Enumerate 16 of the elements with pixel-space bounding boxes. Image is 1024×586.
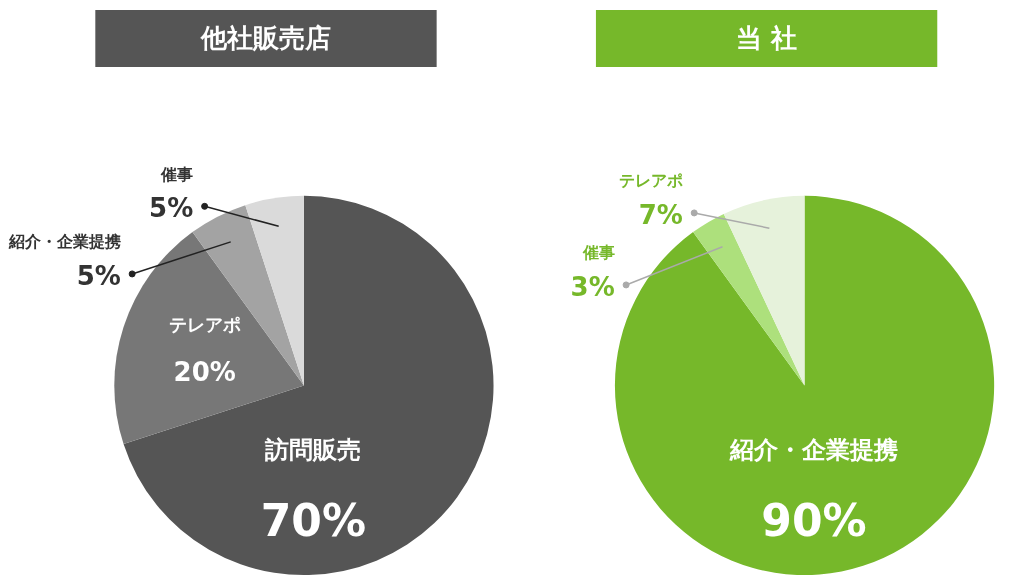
chart-title: 当 社 [736,23,798,54]
data-label: 20% [173,357,236,388]
chart-title: 他社販売店 [199,23,331,54]
data-label: 5% [76,260,121,291]
slice-label: 催事 [160,164,194,184]
data-label: 3% [570,271,615,302]
data-label: 70% [260,494,367,546]
data-label: 7% [638,199,683,230]
data-label: 5% [149,193,194,224]
slice-label: 紹介・企業提携 [7,232,121,252]
slice-label: テレアポ [168,314,241,336]
slice-label: 訪問販売 [264,435,362,464]
slice-label: 催事 [581,243,615,263]
slice-label: テレアポ [618,171,683,191]
data-label: 90% [761,494,867,546]
slice-label: 紹介・企業提携 [729,435,899,464]
